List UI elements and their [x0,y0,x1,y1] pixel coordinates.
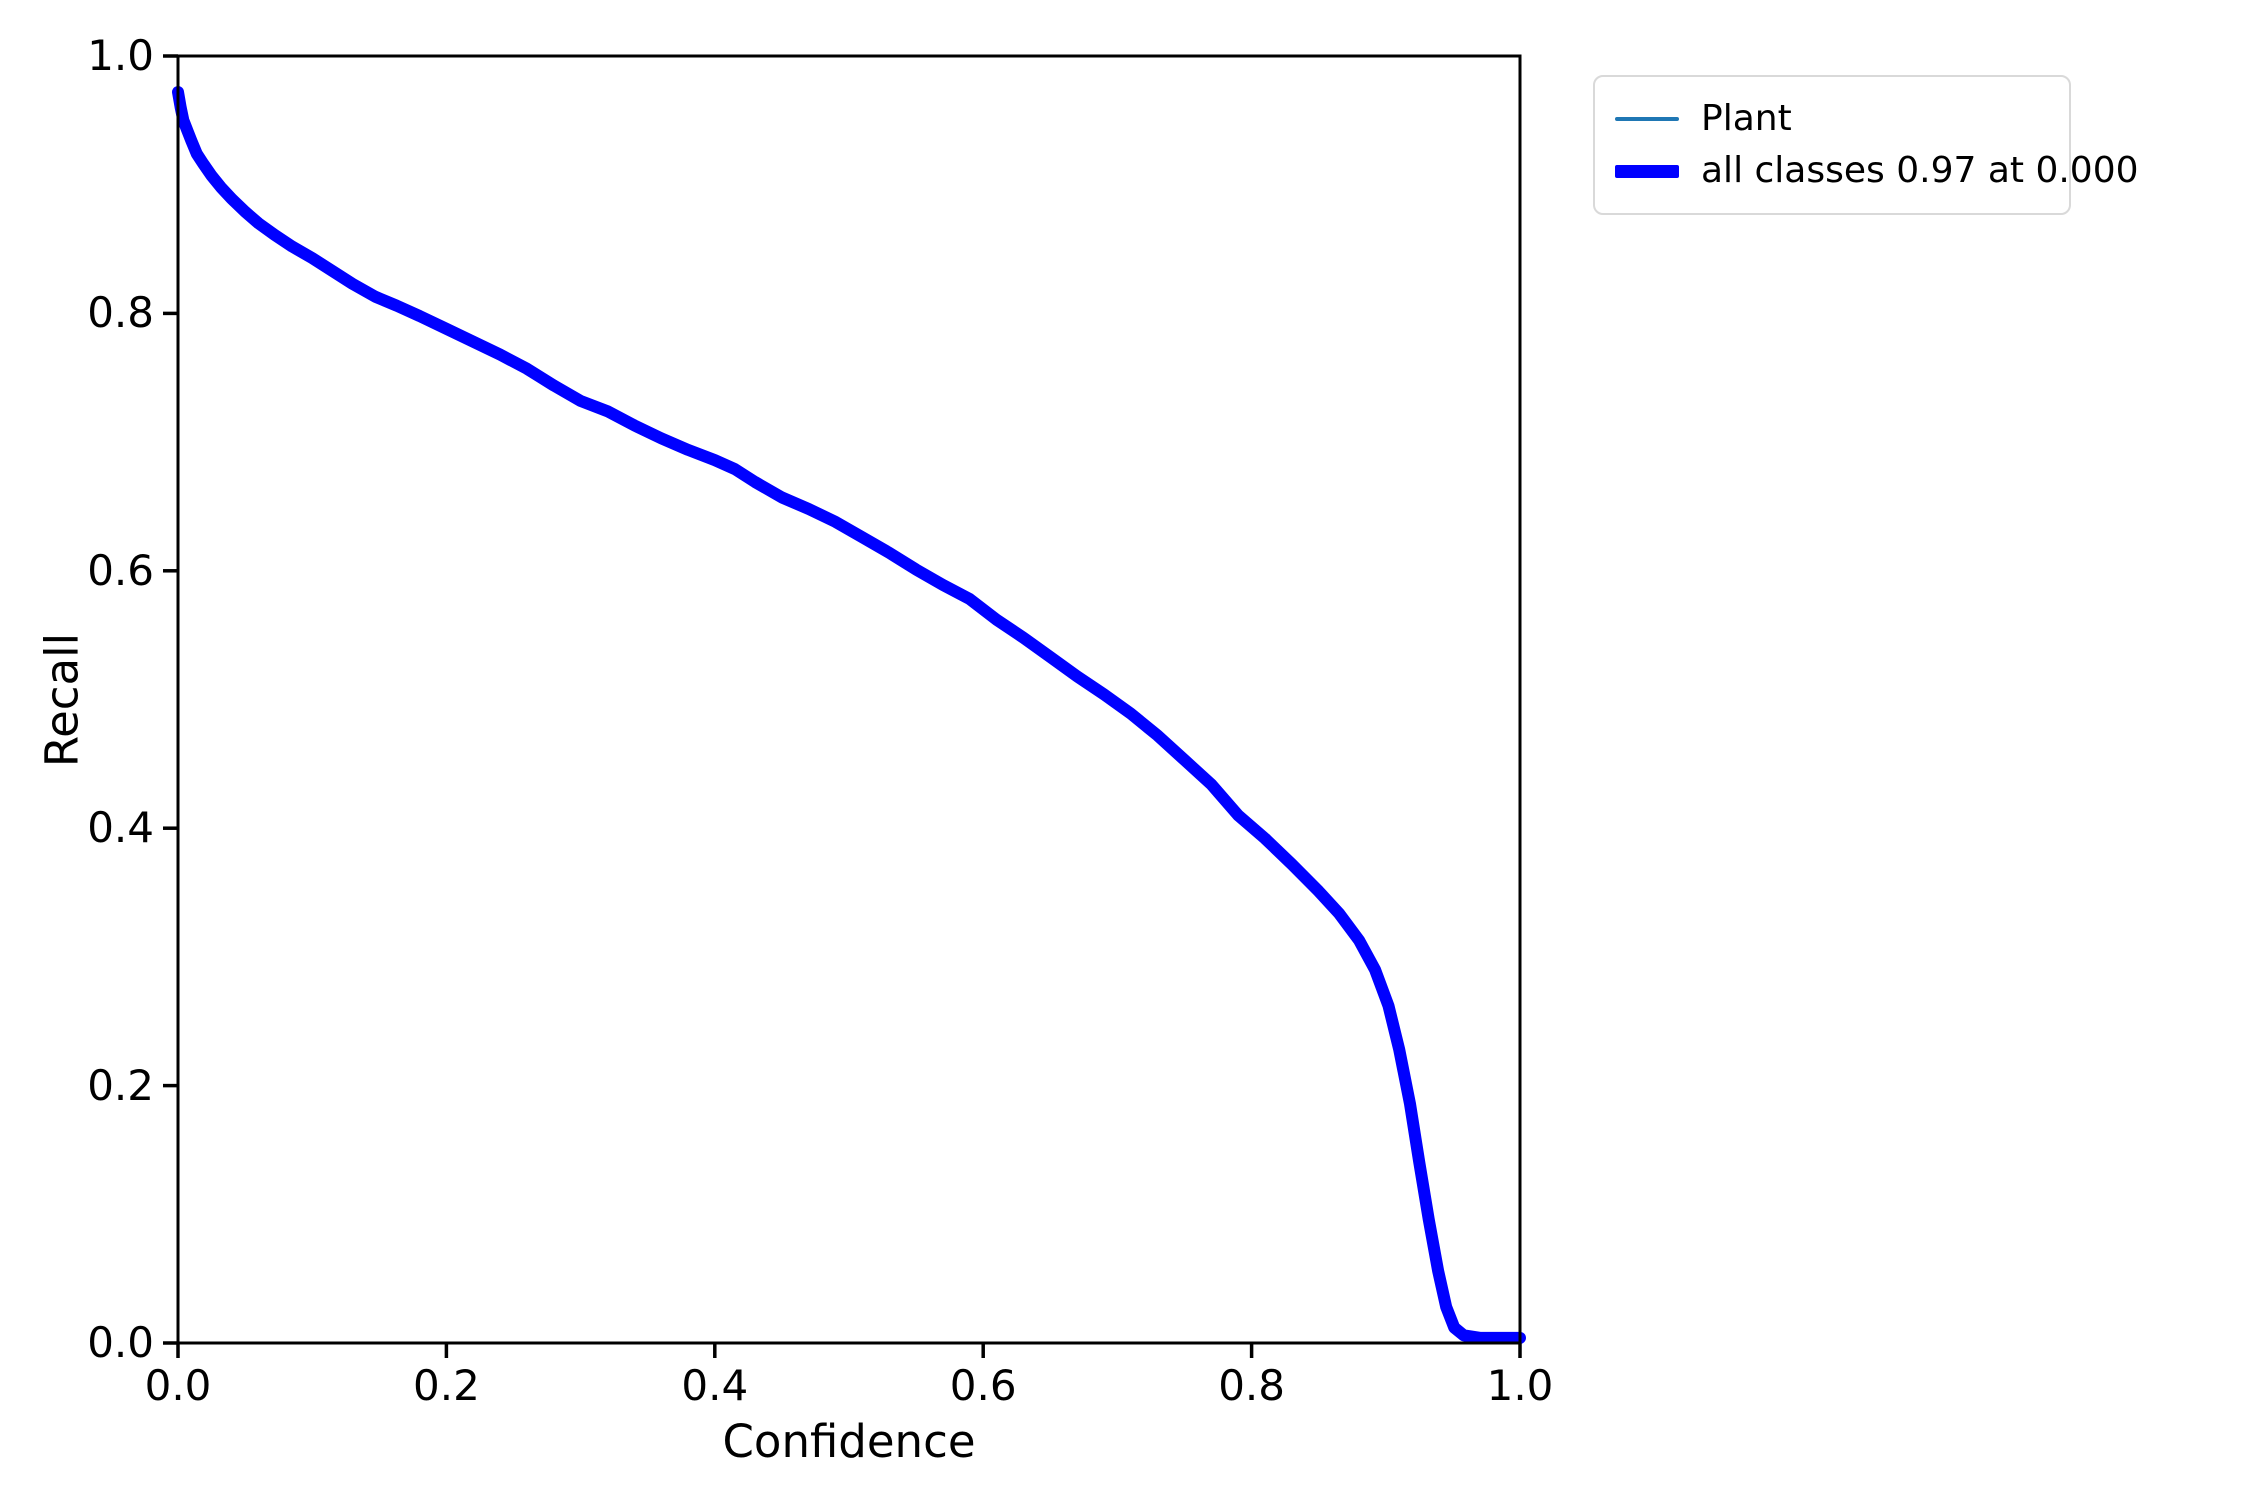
y-tick-label: 1.0 [87,31,154,80]
x-tick-label: 0.2 [412,1361,480,1410]
all-classes-line-swatch [1615,164,1679,178]
y-tick-label: 0.6 [87,545,154,595]
tick-marks-group [163,54,1522,1358]
legend-box: Plant all classes 0.97 at 0.000 [1593,75,2139,215]
axes-border [176,54,1522,1345]
plant-curve [176,90,1522,1340]
all-classes-curve [172,86,1526,1344]
legend-item-plant: Plant [1615,93,2049,145]
x-tick-label: 0.4 [681,1361,749,1410]
y-tick-label: 0.8 [87,288,154,338]
legend-item-all-classes: all classes 0.97 at 0.000 [1615,145,2139,197]
legend-label-all-classes: all classes 0.97 at 0.000 [1701,150,2139,191]
x-tick-label: 1.0 [1486,1361,1554,1410]
x-tick-label: 0.0 [144,1361,212,1410]
x-axis-label: Confidence [722,1415,976,1468]
curve-group [172,86,1526,1344]
y-tick-label: 0.2 [87,1060,154,1110]
plant-line-swatch [1615,117,1679,121]
y-tick-label: 0.0 [87,1318,154,1367]
x-tick-label: 0.6 [949,1361,1017,1410]
y-axis-label: Recall [35,632,89,768]
legend-label-plant: Plant [1701,98,1792,139]
y-tick-label: 0.4 [87,803,154,853]
x-tick-label: 0.8 [1218,1361,1285,1410]
